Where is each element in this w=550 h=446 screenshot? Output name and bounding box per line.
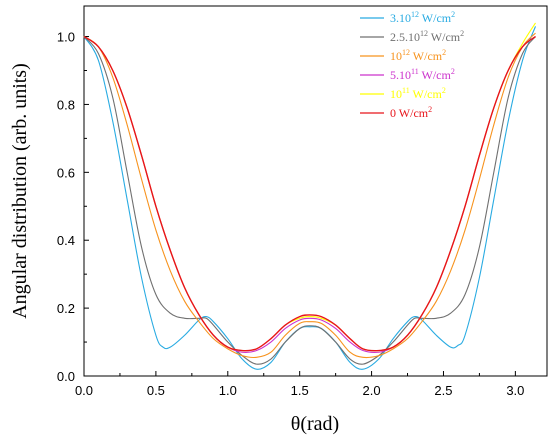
x-tick-label: 2.0: [363, 383, 381, 398]
series-lines: [83, 22, 537, 370]
y-axis-title: Angular distribution (arb. units): [9, 63, 31, 319]
y-tick-label: 0.4: [57, 233, 75, 248]
y-tick-label: 0.0: [57, 369, 75, 384]
x-tick-label: 0.0: [75, 383, 93, 398]
x-axis-title: θ(rad): [291, 413, 339, 435]
series-line-5: [83, 35, 536, 352]
series-line-4: [83, 22, 536, 352]
axis-ticks: 0.0 0.5 1.0 1.5 2.0 2.5 3.0 0.0 0.2 0.4 0.6 0.8 1.0: [57, 30, 524, 398]
plot-frame: [83, 5, 548, 377]
y-tick-label: 0.6: [57, 165, 75, 180]
x-tick-label: 1.5: [291, 383, 309, 398]
legend-label: 3.1012 W/cm2: [390, 10, 455, 25]
y-tick-label: 0.2: [57, 301, 75, 316]
legend-label: 1011 W/cm2: [390, 86, 446, 101]
y-tick-label: 1.0: [57, 30, 75, 45]
y-tick-label: 0.8: [57, 97, 75, 112]
x-tick-label: 0.5: [147, 383, 165, 398]
legend-label: 2.5.1012 W/cm2: [390, 29, 464, 44]
series-line-1: [83, 36, 536, 365]
x-tick-label: 1.0: [219, 383, 237, 398]
series-line-2: [83, 32, 536, 359]
legend-label: 5.1011 W/cm2: [390, 67, 455, 82]
legend-label: 0 W/cm2: [390, 105, 432, 120]
legend: 3.1012 W/cm2 2.5.1012 W/cm2 1012 W/cm2 5.10…: [360, 10, 464, 120]
x-tick-label: 3.0: [506, 383, 524, 398]
legend-label: 1012 W/cm2: [390, 48, 446, 63]
x-tick-label: 2.5: [434, 383, 452, 398]
series-line-0: [83, 26, 537, 370]
